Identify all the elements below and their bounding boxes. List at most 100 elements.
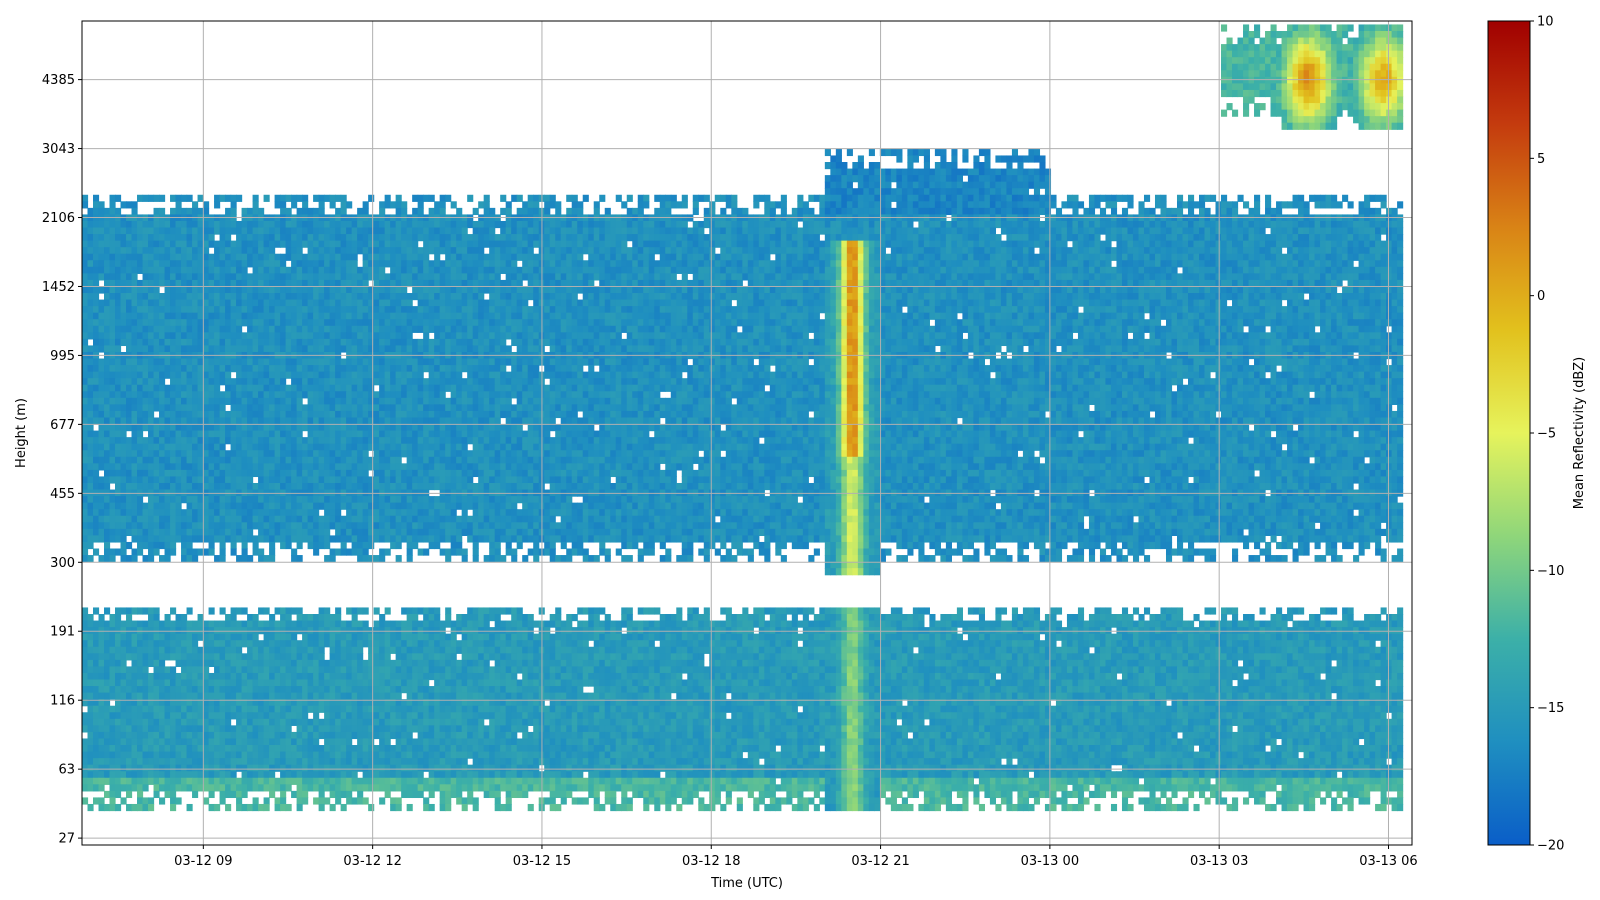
heatmap-cell [1331,234,1338,242]
heatmap-cell [1265,76,1272,84]
heatmap-cell [346,240,353,248]
heatmap-cell [181,286,188,294]
heatmap-cell [1336,24,1343,32]
heatmap-cell [879,286,886,294]
heatmap-cell [148,194,155,202]
heatmap-cell [857,162,864,170]
heatmap-cell [1320,312,1327,320]
heatmap-cell [676,247,683,255]
heatmap-cell [1353,253,1360,261]
heatmap-cell [951,168,958,176]
heatmap-cell [241,220,248,229]
heatmap-cell [445,240,452,248]
heatmap-cell [593,253,600,261]
heatmap-cell [830,273,837,281]
heatmap-cell [780,240,787,248]
heatmap-cell [1171,279,1178,288]
heatmap-cell [1287,83,1294,91]
heatmap-cell [1336,37,1343,45]
heatmap-cell [1127,247,1134,255]
heatmap-cell [236,293,243,301]
heatmap-cell [907,155,914,163]
heatmap-cell [1094,260,1101,268]
heatmap-cell [1039,273,1046,281]
heatmap-cell [1022,299,1030,307]
heatmap-cell [1276,293,1283,301]
heatmap-cell [1325,220,1332,229]
heatmap-cell [989,279,997,288]
heatmap-cell [1017,227,1024,235]
heatmap-cell [241,279,248,288]
heatmap-cell [1039,194,1046,202]
heatmap-cell [214,273,221,281]
heatmap-cell [450,266,457,274]
heatmap-cell [626,286,633,294]
heatmap-cell [274,273,281,281]
heatmap-cell [1287,96,1294,104]
heatmap-cell [560,306,567,314]
heatmap-cell [1358,44,1365,52]
heatmap-cell [835,194,842,202]
heatmap-cell [384,293,391,301]
heatmap-cell [1347,220,1354,229]
heatmap-cell [709,312,716,320]
heatmap-cell [830,188,837,196]
heatmap-cell [1160,207,1167,216]
heatmap-cell [720,247,727,255]
heatmap-cell [1353,83,1360,91]
heatmap-cell [98,299,105,307]
heatmap-cell [654,286,661,294]
heatmap-cell [500,234,507,242]
heatmap-cell [1121,234,1129,242]
heatmap-cell [1375,70,1382,78]
heatmap-cell [1011,148,1019,157]
heatmap-cell [874,181,881,189]
heatmap-cell [599,279,606,288]
heatmap-cell [940,207,947,216]
heatmap-cell [1204,286,1211,294]
heatmap-cell [1248,273,1255,281]
heatmap-cell [230,299,237,307]
heatmap-cell [1303,31,1310,39]
heatmap-cell [296,234,303,242]
heatmap-cell [1248,63,1255,71]
heatmap-cell [824,266,831,274]
heatmap-cell [428,207,435,216]
heatmap-cell [1358,116,1365,124]
heatmap-cell [104,240,111,248]
heatmap-cell [852,234,859,242]
heatmap-cell [1358,37,1365,45]
heatmap-cell [1072,227,1079,235]
heatmap-cell [1193,260,1200,268]
heatmap-cell [874,201,881,209]
heatmap-cell [736,286,743,294]
heatmap-cell [274,312,281,320]
heatmap-cell [830,201,837,209]
heatmap-cell [1088,240,1096,248]
heatmap-cell [1259,103,1266,111]
heatmap-cell [1270,253,1277,261]
heatmap-cell [824,194,831,202]
heatmap-cell [1309,253,1316,261]
heatmap-cell [1358,273,1365,281]
heatmap-cell [1358,312,1365,320]
heatmap-cell [962,188,969,196]
heatmap-cell [1210,273,1217,281]
heatmap-cell [764,201,771,209]
heatmap-cell [1391,44,1398,52]
heatmap-cell [1364,89,1371,98]
heatmap-cell [1281,109,1288,117]
heatmap-cell [98,234,105,242]
heatmap-cell [1110,220,1118,229]
heatmap-cell [643,201,650,209]
heatmap-cell [1033,201,1041,209]
heatmap-cell [489,240,496,248]
heatmap-cell [819,253,826,261]
heatmap-cell [1281,220,1288,229]
heatmap-cell [1380,37,1387,45]
heatmap-cell [934,306,941,314]
heatmap-cell [1243,76,1250,84]
heatmap-cell [681,266,688,274]
heatmap-cell [1088,312,1096,320]
heatmap-cell [863,240,870,248]
